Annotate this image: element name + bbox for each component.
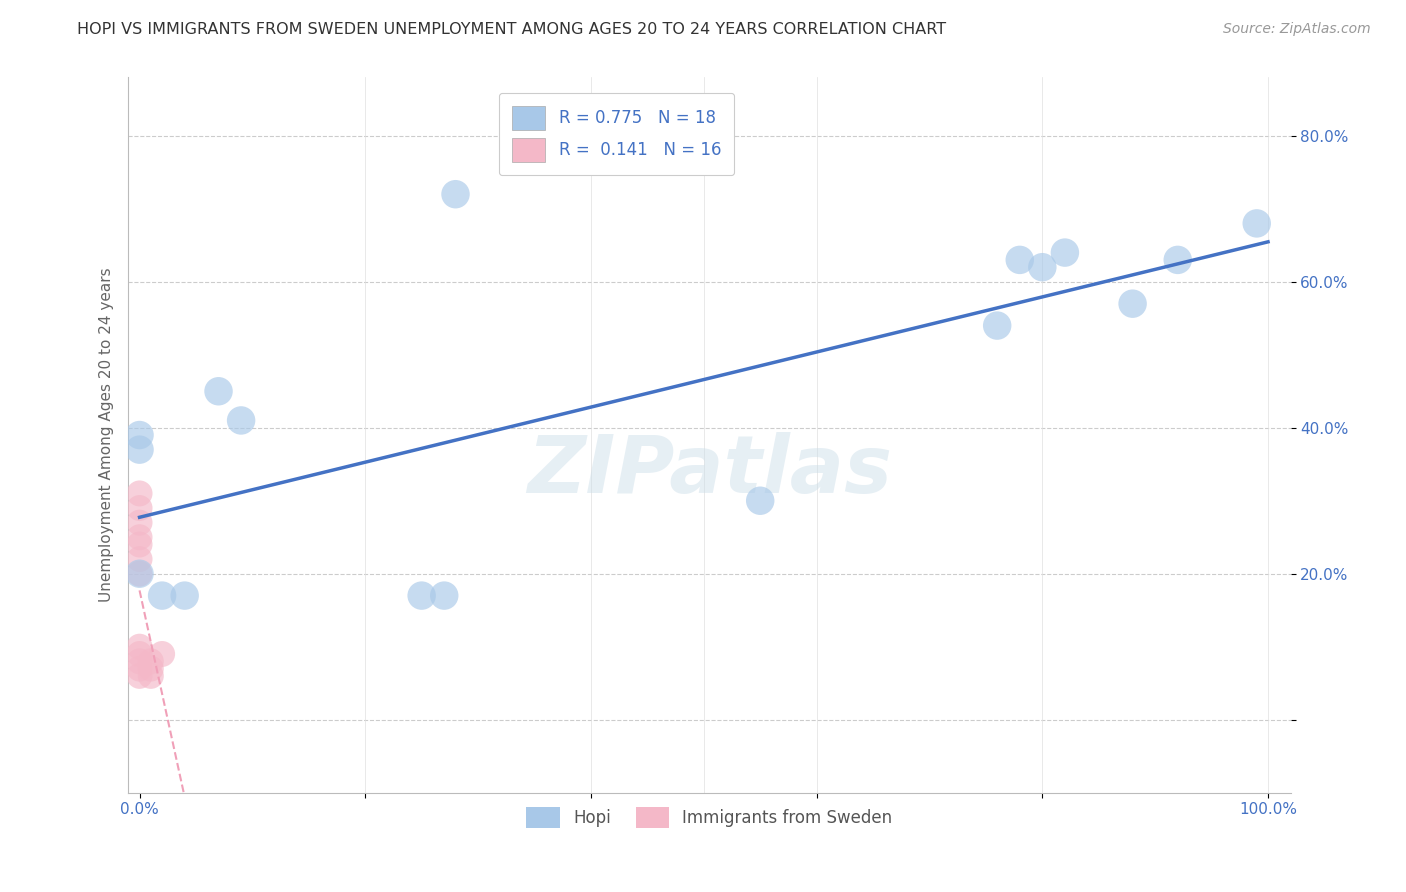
Point bbox=[749, 493, 772, 508]
Point bbox=[128, 566, 150, 581]
Point bbox=[1008, 252, 1031, 267]
Point bbox=[128, 662, 150, 676]
Point bbox=[128, 428, 150, 442]
Text: ZIPatlas: ZIPatlas bbox=[527, 432, 891, 510]
Point bbox=[986, 318, 1008, 333]
Point bbox=[128, 647, 150, 661]
Point bbox=[128, 669, 150, 683]
Point bbox=[139, 654, 162, 668]
Y-axis label: Unemployment Among Ages 20 to 24 years: Unemployment Among Ages 20 to 24 years bbox=[100, 268, 114, 602]
Legend: Hopi, Immigrants from Sweden: Hopi, Immigrants from Sweden bbox=[520, 801, 900, 834]
Point bbox=[1122, 296, 1144, 310]
Point bbox=[128, 640, 150, 654]
Point bbox=[128, 566, 150, 581]
Point bbox=[433, 589, 456, 603]
Point bbox=[150, 647, 173, 661]
Text: HOPI VS IMMIGRANTS FROM SWEDEN UNEMPLOYMENT AMONG AGES 20 TO 24 YEARS CORRELATIO: HOPI VS IMMIGRANTS FROM SWEDEN UNEMPLOYM… bbox=[77, 22, 946, 37]
Point bbox=[1031, 260, 1053, 275]
Point bbox=[128, 516, 150, 530]
Point bbox=[128, 654, 150, 668]
Point bbox=[1167, 252, 1189, 267]
Point bbox=[128, 486, 150, 500]
Point bbox=[173, 589, 195, 603]
Point bbox=[128, 530, 150, 544]
Point bbox=[128, 552, 150, 566]
Text: Source: ZipAtlas.com: Source: ZipAtlas.com bbox=[1223, 22, 1371, 37]
Point bbox=[139, 669, 162, 683]
Point bbox=[150, 589, 173, 603]
Point bbox=[229, 413, 252, 427]
Point bbox=[1246, 216, 1268, 230]
Point bbox=[207, 384, 229, 399]
Point bbox=[139, 662, 162, 676]
Point bbox=[128, 442, 150, 457]
Point bbox=[444, 187, 467, 202]
Point bbox=[1053, 245, 1076, 260]
Point bbox=[411, 589, 433, 603]
Point bbox=[128, 501, 150, 516]
Point bbox=[128, 537, 150, 551]
